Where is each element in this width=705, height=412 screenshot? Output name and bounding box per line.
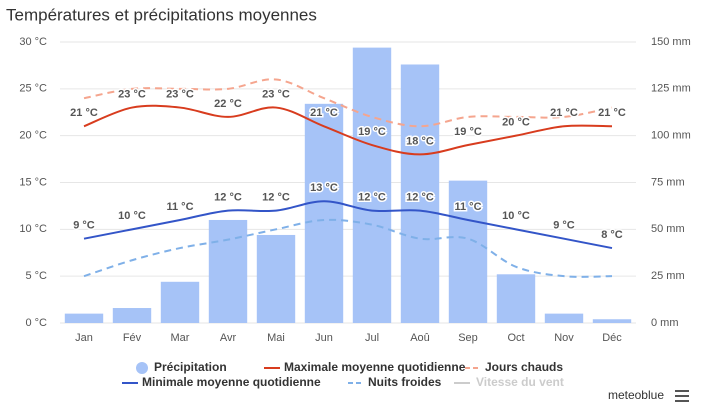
y-tick-label: 20 °C — [19, 130, 47, 142]
x-tick-label: Mar — [171, 332, 190, 344]
value-label: 21 °C — [550, 107, 578, 119]
legend-label[interactable]: Précipitation — [154, 360, 227, 374]
value-label: 8 °C — [601, 229, 623, 241]
grid — [60, 41, 636, 324]
value-label: 12 °C — [262, 192, 290, 204]
legend-label[interactable]: Jours chauds — [485, 360, 563, 374]
value-label: 23 °C — [262, 88, 290, 100]
legend-swatch — [136, 362, 148, 374]
x-tick-label: Fév — [123, 332, 142, 344]
y-tick-label: 10 °C — [19, 223, 47, 235]
value-label: 9 °C — [553, 220, 575, 232]
bar — [544, 313, 584, 323]
value-label: 23 °C — [166, 88, 194, 100]
x-tick-label: Sep — [458, 332, 478, 344]
value-label: 21 °C — [70, 107, 98, 119]
value-label: 9 °C — [73, 220, 95, 232]
line — [83, 104, 613, 156]
bar — [256, 234, 296, 323]
y2-tick-label: 75 mm — [651, 176, 685, 188]
line — [83, 200, 613, 250]
x-tick-label: Aoû — [410, 332, 430, 344]
menu-bar — [675, 400, 689, 402]
x-tick-label: Mai — [267, 332, 285, 344]
x-tick-label: Avr — [220, 332, 237, 344]
menu-icon[interactable] — [675, 390, 689, 402]
y2-tick-label: 0 mm — [651, 317, 679, 329]
x-tick-label: Oct — [507, 332, 524, 344]
bar — [352, 47, 392, 324]
value-label: 10 °C — [502, 210, 530, 222]
bar — [64, 313, 104, 323]
legend-label[interactable]: Nuits froides — [368, 375, 442, 389]
value-label: 12 °C — [214, 192, 242, 204]
credit: meteoblue — [608, 388, 664, 402]
chart-title: Températures et précipitations moyennes — [6, 5, 317, 24]
value-label: 12 °C — [358, 192, 386, 204]
line — [83, 218, 613, 278]
bar — [160, 281, 200, 323]
y-tick-label: 5 °C — [25, 270, 47, 282]
value-label: 19 °C — [358, 126, 386, 138]
x-tick-label: Jul — [365, 332, 379, 344]
value-label: 10 °C — [118, 210, 146, 222]
y-tick-label: 0 °C — [25, 317, 47, 329]
bar — [592, 319, 632, 323]
value-label: 12 °C — [406, 192, 434, 204]
menu-bar — [675, 390, 689, 392]
value-label: 19 °C — [454, 126, 482, 138]
x-tick-label: Nov — [554, 332, 574, 344]
value-label: 18 °C — [406, 135, 434, 147]
value-label: 21 °C — [310, 107, 338, 119]
value-label: 11 °C — [454, 201, 481, 213]
line — [83, 78, 613, 128]
bar — [448, 180, 488, 323]
menu-bar — [675, 395, 689, 397]
y2-tick-label: 25 mm — [651, 270, 685, 282]
x-tick-label: Jun — [315, 332, 333, 344]
bar — [496, 274, 536, 323]
value-label: 22 °C — [214, 98, 242, 110]
legend-label[interactable]: Maximale moyenne quotidienne — [284, 360, 466, 374]
y-tick-label: 30 °C — [19, 36, 47, 48]
value-label: 13 °C — [310, 182, 338, 194]
value-label: 11 °C — [166, 201, 193, 213]
bar — [112, 308, 152, 323]
value-label: 20 °C — [502, 117, 530, 129]
y2-tick-label: 150 mm — [651, 36, 691, 48]
value-label: 23 °C — [118, 88, 146, 100]
y2-tick-label: 125 mm — [651, 83, 691, 95]
bar — [208, 219, 248, 323]
legend-label[interactable]: Minimale moyenne quotidienne — [142, 375, 321, 389]
x-tick-label: Déc — [602, 332, 622, 344]
legend-label: Vitesse du vent — [476, 375, 564, 389]
bar — [304, 103, 344, 323]
x-tick-label: Jan — [75, 332, 93, 344]
y2-tick-label: 100 mm — [651, 130, 691, 142]
y-tick-label: 25 °C — [19, 83, 47, 95]
y2-tick-label: 50 mm — [651, 223, 685, 235]
y-tick-label: 15 °C — [19, 176, 47, 188]
bar — [400, 64, 440, 323]
value-label: 21 °C — [598, 107, 626, 119]
